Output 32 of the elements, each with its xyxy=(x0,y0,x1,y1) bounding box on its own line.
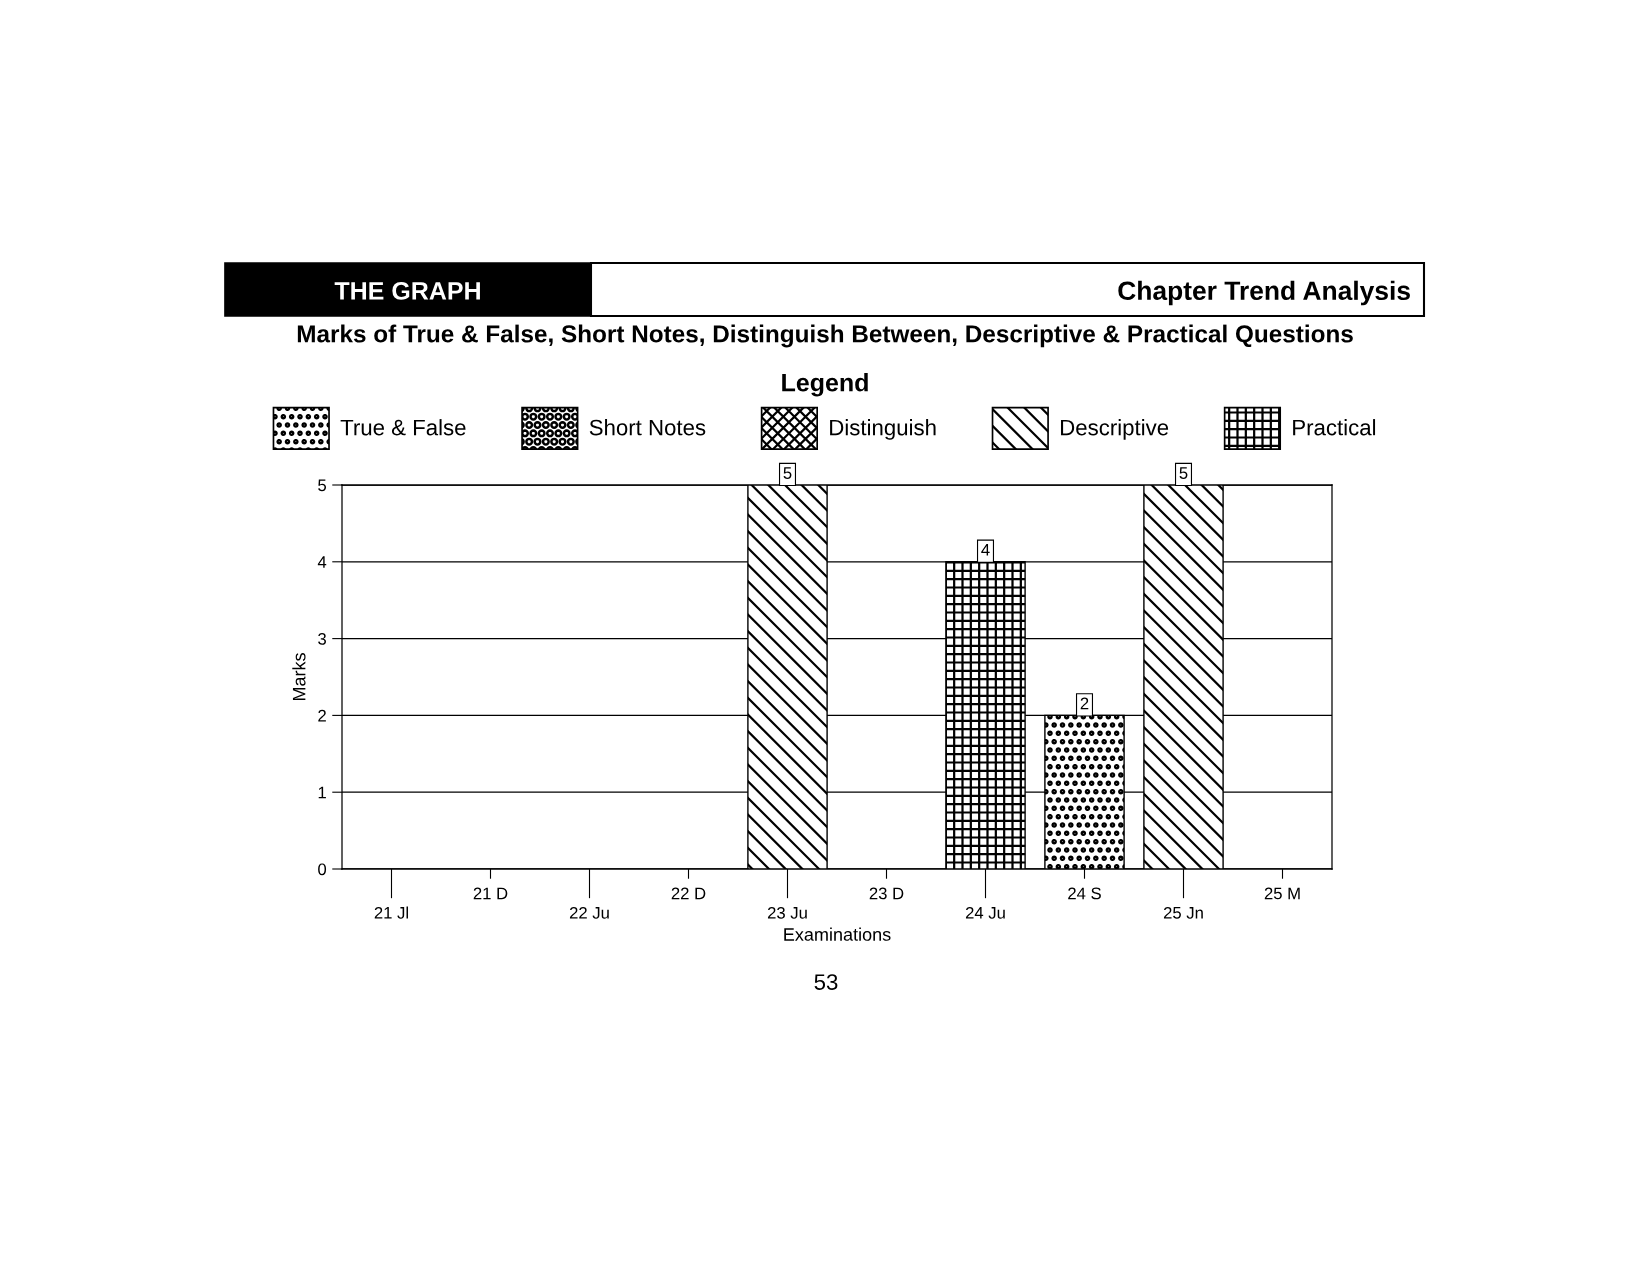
data-label: 5 xyxy=(783,467,792,479)
y-tick-label: 2 xyxy=(318,709,326,722)
y-axis-title: Marks xyxy=(292,653,306,701)
y-tick-label: 3 xyxy=(318,633,326,645)
legend-label: Distinguish xyxy=(830,419,936,440)
legend-label: Descriptive xyxy=(1061,419,1169,440)
legend-title: Legend xyxy=(782,373,868,397)
x-tick-label: 22 D xyxy=(671,887,706,900)
x-tick-label: 25 M xyxy=(1264,887,1300,900)
text: THE GRAPH xyxy=(334,282,480,300)
data-label: 2 xyxy=(1080,697,1089,710)
y-tick-label: 0 xyxy=(318,863,327,876)
legend-label: True & False xyxy=(340,419,466,436)
data-label: 5 xyxy=(1179,467,1188,479)
x-axis-title: Examinations xyxy=(784,927,891,941)
x-tick-label: 25 Jn xyxy=(1163,906,1203,919)
y-tick-label: 4 xyxy=(317,556,327,568)
text: Chapter Trend Analysis xyxy=(1118,280,1410,306)
chart-title: Marks of True & False, Short Notes, Distinguish Between, Descriptive & Practical Questions xyxy=(297,324,1353,348)
data-label: 4 xyxy=(981,544,990,556)
x-tick-label: 22 Ju xyxy=(569,906,609,919)
x-tick-label: 24 S xyxy=(1068,887,1101,900)
y-tick-label: 5 xyxy=(318,479,327,492)
y-tick-label: 1 xyxy=(318,786,326,799)
x-tick-label: 23 D xyxy=(869,887,904,900)
x-tick-label: 21 Jl xyxy=(374,906,408,919)
legend-label: Practical xyxy=(1293,419,1376,436)
x-tick-label: 23 Ju xyxy=(767,906,807,919)
x-tick-label: 21 D xyxy=(473,887,508,900)
text: 53 xyxy=(814,974,838,990)
x-tick-label: 24 Ju xyxy=(965,906,1005,919)
legend-label: Short Notes xyxy=(589,419,706,436)
